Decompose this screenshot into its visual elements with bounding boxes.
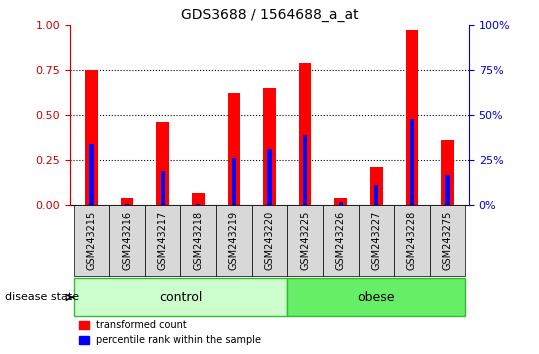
Text: GSM243225: GSM243225 (300, 211, 310, 270)
Bar (430, 205, 465, 276)
Text: GSM243216: GSM243216 (122, 211, 132, 270)
Text: GSM243226: GSM243226 (336, 211, 345, 270)
Bar (121, 198, 133, 205)
Text: disease state: disease state (5, 292, 80, 302)
Bar (85, 70, 98, 205)
Text: GSM243220: GSM243220 (265, 211, 274, 270)
Bar (227, 93, 240, 205)
Bar (338, 202, 343, 205)
Text: GSM243228: GSM243228 (407, 211, 417, 270)
Text: GSM243219: GSM243219 (229, 211, 239, 270)
Bar (74, 278, 287, 316)
Bar (216, 205, 252, 276)
Text: control: control (159, 291, 202, 304)
Bar (394, 205, 430, 276)
Bar (252, 205, 287, 276)
Bar (267, 149, 272, 205)
Bar (74, 205, 109, 276)
Bar (303, 135, 307, 205)
Bar (156, 122, 169, 205)
Bar (335, 198, 347, 205)
Bar (109, 205, 145, 276)
Bar (374, 185, 378, 205)
Bar (287, 205, 323, 276)
Bar (445, 175, 450, 205)
Bar (299, 63, 312, 205)
Text: obese: obese (357, 291, 395, 304)
Text: GSM243215: GSM243215 (86, 211, 96, 270)
Bar (323, 205, 358, 276)
Bar (263, 88, 276, 205)
Text: GSM243275: GSM243275 (443, 211, 453, 270)
Bar (406, 30, 418, 205)
Legend: transformed count, percentile rank within the sample: transformed count, percentile rank withi… (75, 316, 265, 349)
Bar (441, 140, 454, 205)
Text: GSM243227: GSM243227 (371, 211, 381, 270)
Bar (410, 119, 414, 205)
Title: GDS3688 / 1564688_a_at: GDS3688 / 1564688_a_at (181, 8, 358, 22)
Bar (196, 204, 201, 205)
Bar (181, 205, 216, 276)
Bar (192, 193, 204, 205)
Text: GSM243218: GSM243218 (194, 211, 203, 270)
Bar (232, 158, 236, 205)
Bar (358, 205, 394, 276)
Bar (125, 204, 129, 205)
Bar (287, 278, 465, 316)
Bar (145, 205, 181, 276)
Bar (370, 167, 383, 205)
Bar (161, 171, 165, 205)
Bar (89, 144, 94, 205)
Text: GSM243217: GSM243217 (158, 211, 168, 270)
